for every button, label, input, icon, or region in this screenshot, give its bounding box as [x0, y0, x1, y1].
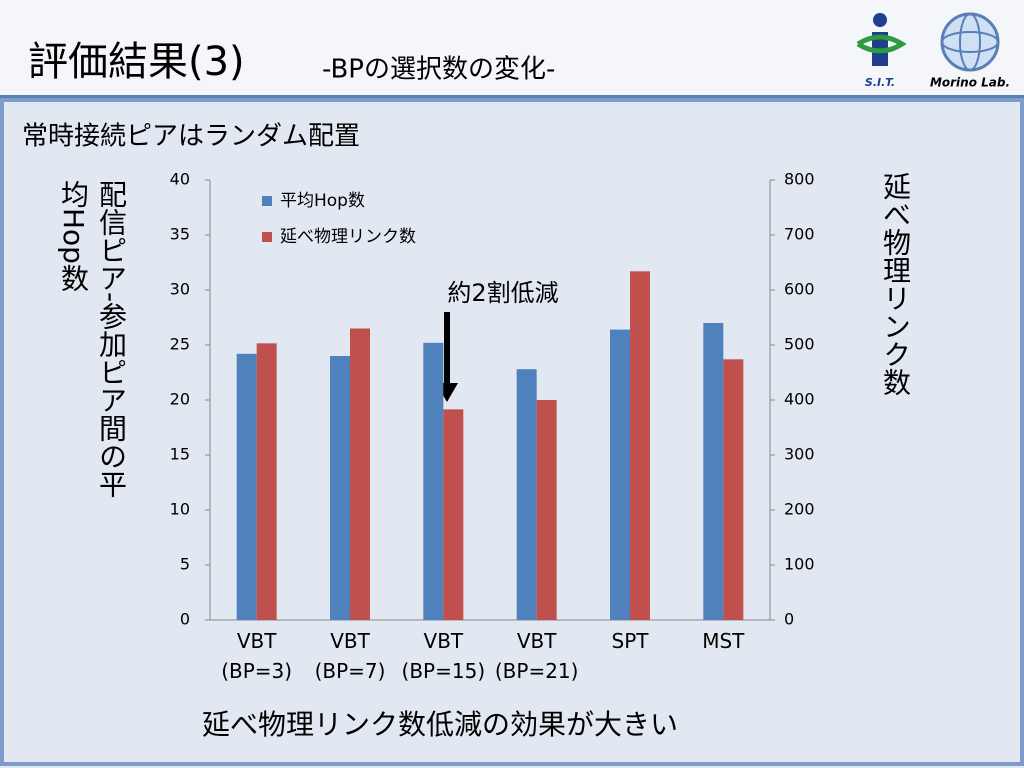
slide-heading: 常時接続ピアはランダム配置	[22, 122, 360, 152]
y-tick-label: 0	[180, 610, 190, 629]
bar	[423, 342, 444, 620]
y2-tick-label: 700	[784, 225, 815, 244]
y2-tick-label: 600	[784, 280, 815, 299]
y2-tick-label: 800	[784, 170, 815, 189]
logo-label: Morino Lab.	[930, 76, 1010, 90]
bar	[610, 329, 630, 620]
lab-logo: Morino Lab.	[930, 12, 1010, 90]
legend-label: 延べ物理リンク数	[280, 227, 416, 247]
title-rule	[0, 95, 1024, 100]
y-tick-label: 10	[170, 500, 190, 519]
y-tick-label: 5	[180, 555, 190, 574]
sit-logo: S.I.T.	[856, 13, 907, 89]
x-tick-label: MST	[702, 629, 745, 653]
logo-label: S.I.T.	[865, 76, 895, 89]
bar	[236, 353, 257, 620]
bar	[516, 369, 537, 620]
legend-label: 平均Hop数	[280, 191, 365, 211]
annotation: 約2割低減	[447, 279, 558, 307]
y-tick-label: 35	[170, 225, 190, 244]
y2-tick-label: 400	[784, 390, 815, 409]
title-band	[0, 0, 1024, 95]
x-tick-label: VBT (BP=7)	[314, 629, 386, 683]
bar	[330, 356, 350, 620]
x-tick-label: VBT (BP=3)	[221, 629, 293, 683]
bar	[703, 323, 724, 620]
y2-tick-label: 0	[784, 610, 794, 629]
slide-subtitle: -BPの選択数の変化-	[322, 55, 555, 85]
legend-swatch	[262, 196, 272, 206]
legend-swatch	[262, 232, 272, 242]
y-tick-label: 25	[170, 335, 190, 354]
y2-tick-label: 100	[784, 555, 815, 574]
bar	[630, 271, 650, 620]
y-tick-label: 30	[170, 280, 190, 299]
slide-border	[0, 98, 1024, 766]
conclusion: 延べ物理リンク数低減の効果が大きい	[202, 708, 678, 741]
y-tick-label: 40	[170, 170, 190, 189]
y-axis-label: 配信ピア-参加ピア間の平均Hop数	[57, 180, 128, 499]
y-tick-label: 20	[170, 390, 190, 409]
x-tick-label: VBT (BP=21)	[494, 629, 579, 683]
bar	[443, 409, 464, 620]
slide-title: 評価結果(3)	[28, 39, 245, 85]
bar	[536, 400, 557, 620]
y2-axis-label: 延べ物理リンク数	[879, 172, 912, 396]
bar	[256, 343, 277, 620]
y2-tick-label: 300	[784, 445, 815, 464]
y2-tick-label: 500	[784, 335, 815, 354]
x-tick-label: SPT	[611, 629, 649, 653]
y2-tick-label: 200	[784, 500, 815, 519]
bar	[350, 328, 370, 620]
bar	[723, 359, 744, 620]
x-tick-label: VBT (BP=15)	[401, 629, 486, 683]
y-tick-label: 15	[170, 445, 190, 464]
